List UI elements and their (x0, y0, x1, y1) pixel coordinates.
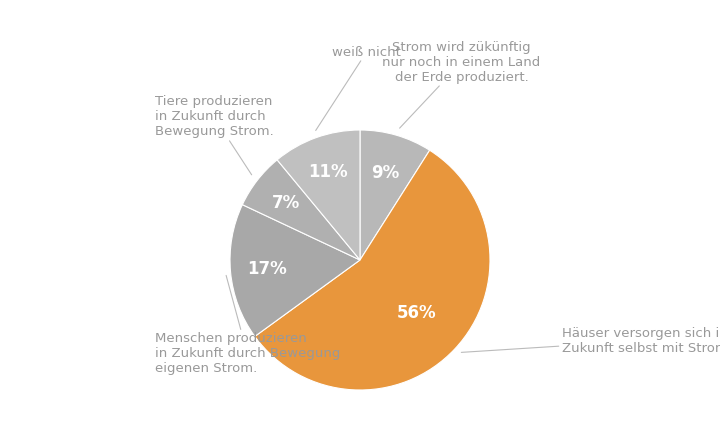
Text: 56%: 56% (397, 305, 436, 322)
Wedge shape (277, 130, 360, 260)
Text: Tiere produzieren
in Zukunft durch
Bewegung Strom.: Tiere produzieren in Zukunft durch Beweg… (155, 95, 274, 175)
Wedge shape (230, 205, 360, 336)
Text: weiß nicht: weiß nicht (315, 46, 401, 130)
Text: Häuser versorgen sich in
Zukunft selbst mit Strom.: Häuser versorgen sich in Zukunft selbst … (462, 327, 720, 354)
Text: 17%: 17% (247, 260, 287, 278)
Wedge shape (360, 130, 430, 260)
Text: 9%: 9% (372, 164, 400, 182)
Text: Strom wird zükünftig
nur noch in einem Land
der Erde produziert.: Strom wird zükünftig nur noch in einem L… (382, 41, 541, 128)
Text: 7%: 7% (272, 194, 300, 212)
Wedge shape (243, 160, 360, 260)
Text: Menschen produzieren
in Zukunft durch Bewegung
eigenen Strom.: Menschen produzieren in Zukunft durch Be… (155, 275, 340, 375)
Text: 11%: 11% (308, 163, 348, 181)
Wedge shape (255, 150, 490, 390)
